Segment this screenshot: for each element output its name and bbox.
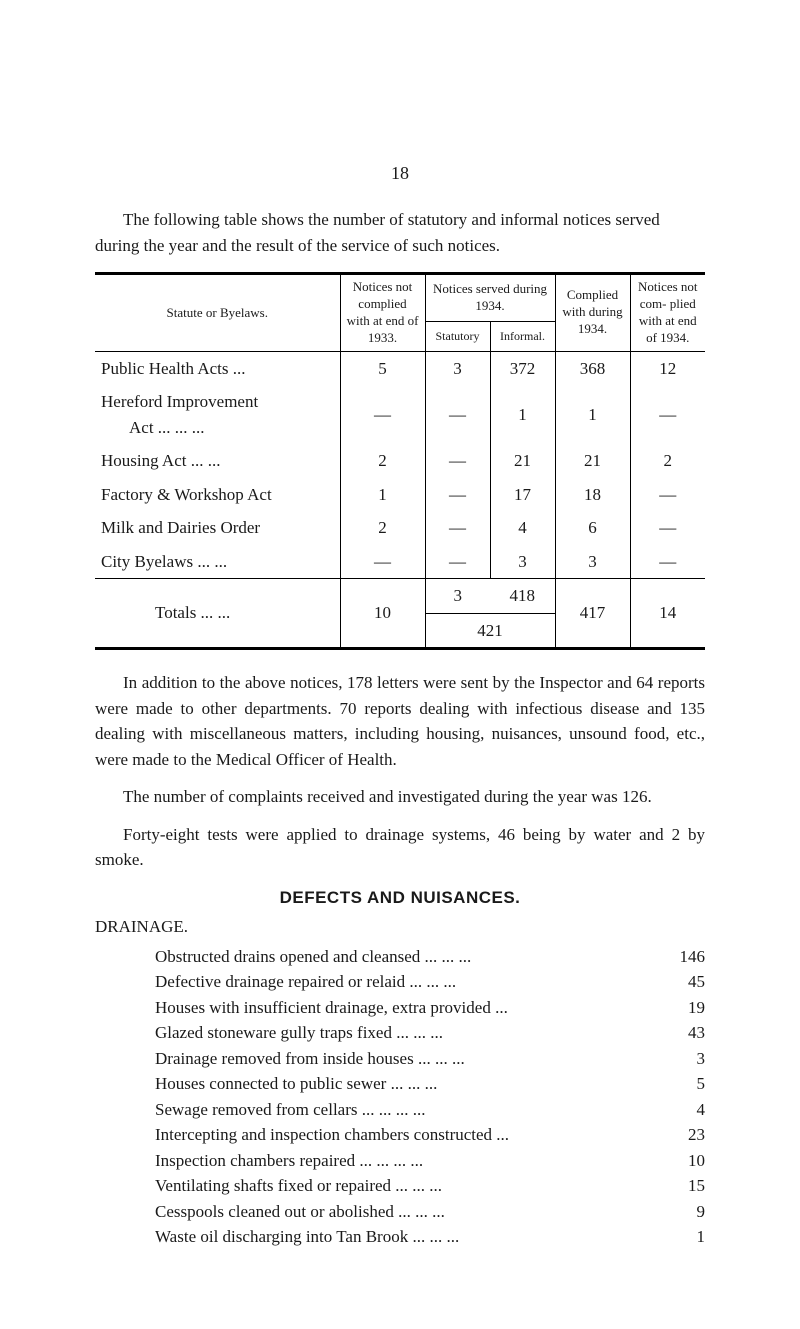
cell: — bbox=[630, 511, 705, 545]
list-item: Cesspools cleaned out or abolished ... .… bbox=[155, 1199, 705, 1225]
cell: 1 bbox=[555, 385, 630, 444]
totals-c4: 417 bbox=[555, 579, 630, 649]
row-label: Public Health Acts ... bbox=[95, 351, 340, 385]
cell: 3 bbox=[425, 351, 490, 385]
cell: 1 bbox=[490, 385, 555, 444]
cell: 1 bbox=[340, 478, 425, 512]
defect-label: Obstructed drains opened and cleansed ..… bbox=[155, 944, 655, 970]
defect-label: Houses with insufficient drainage, extra… bbox=[155, 995, 655, 1021]
cell: 2 bbox=[340, 444, 425, 478]
defect-value: 23 bbox=[655, 1122, 705, 1148]
cell: — bbox=[340, 385, 425, 444]
intro-paragraph: The following table shows the number of … bbox=[95, 207, 705, 258]
list-item: Drainage removed from inside houses ... … bbox=[155, 1046, 705, 1072]
cell: 21 bbox=[490, 444, 555, 478]
defect-value: 19 bbox=[655, 995, 705, 1021]
defect-label: Intercepting and inspection chambers con… bbox=[155, 1122, 655, 1148]
section-title: DEFECTS AND NUISANCES. bbox=[95, 885, 705, 911]
defect-label: Glazed stoneware gully traps fixed ... .… bbox=[155, 1020, 655, 1046]
row-label: Milk and Dairies Order bbox=[95, 511, 340, 545]
cell: 2 bbox=[340, 511, 425, 545]
totals-c2-top: 3 bbox=[425, 579, 490, 614]
cell: 3 bbox=[555, 545, 630, 579]
drainage-label: DRAINAGE. bbox=[95, 914, 705, 940]
totals-label: Totals ... ... bbox=[95, 579, 340, 649]
defect-value: 10 bbox=[655, 1148, 705, 1174]
header-informal: Informal. bbox=[490, 321, 555, 351]
header-notcomplied-end: Notices not com- plied with at end of 19… bbox=[630, 274, 705, 352]
cell: — bbox=[340, 545, 425, 579]
defect-value: 146 bbox=[655, 944, 705, 970]
defects-list: Obstructed drains opened and cleansed ..… bbox=[95, 944, 705, 1250]
defect-label: Defective drainage repaired or relaid ..… bbox=[155, 969, 655, 995]
cell: — bbox=[630, 478, 705, 512]
header-statute: Statute or Byelaws. bbox=[95, 274, 340, 352]
defect-value: 1 bbox=[655, 1224, 705, 1250]
list-item: Houses connected to public sewer ... ...… bbox=[155, 1071, 705, 1097]
cell: — bbox=[425, 478, 490, 512]
cell: 5 bbox=[340, 351, 425, 385]
list-item: Obstructed drains opened and cleansed ..… bbox=[155, 944, 705, 970]
notices-table: Statute or Byelaws. Notices not complied… bbox=[95, 272, 705, 650]
list-item: Defective drainage repaired or relaid ..… bbox=[155, 969, 705, 995]
list-item: Glazed stoneware gully traps fixed ... .… bbox=[155, 1020, 705, 1046]
defect-label: Sewage removed from cellars ... ... ... … bbox=[155, 1097, 655, 1123]
page-number: 18 bbox=[95, 160, 705, 187]
list-item: Sewage removed from cellars ... ... ... … bbox=[155, 1097, 705, 1123]
defect-label: Inspection chambers repaired ... ... ...… bbox=[155, 1148, 655, 1174]
cell: 368 bbox=[555, 351, 630, 385]
cell: 6 bbox=[555, 511, 630, 545]
defect-value: 9 bbox=[655, 1199, 705, 1225]
cell: 2 bbox=[630, 444, 705, 478]
cell: — bbox=[425, 511, 490, 545]
cell: — bbox=[630, 545, 705, 579]
header-statutory: Statutory bbox=[425, 321, 490, 351]
row-label-line1: Hereford Improvement bbox=[101, 392, 258, 411]
defect-value: 4 bbox=[655, 1097, 705, 1123]
defect-label: Houses connected to public sewer ... ...… bbox=[155, 1071, 655, 1097]
totals-c5: 14 bbox=[630, 579, 705, 649]
cell: 4 bbox=[490, 511, 555, 545]
list-item: Intercepting and inspection chambers con… bbox=[155, 1122, 705, 1148]
cell: 17 bbox=[490, 478, 555, 512]
list-item: Houses with insufficient drainage, extra… bbox=[155, 995, 705, 1021]
row-label: Factory & Workshop Act bbox=[95, 478, 340, 512]
paragraph-1: In addition to the above notices, 178 le… bbox=[95, 670, 705, 772]
list-item: Inspection chambers repaired ... ... ...… bbox=[155, 1148, 705, 1174]
defect-label: Ventilating shafts fixed or repaired ...… bbox=[155, 1173, 655, 1199]
header-served: Notices served during 1934. bbox=[425, 274, 555, 322]
defect-value: 43 bbox=[655, 1020, 705, 1046]
paragraph-2: The number of complaints received and in… bbox=[95, 784, 705, 810]
list-item: Waste oil discharging into Tan Brook ...… bbox=[155, 1224, 705, 1250]
totals-c3-top: 418 bbox=[490, 579, 555, 614]
row-label: Hereford Improvement Act ... ... ... bbox=[95, 385, 340, 444]
defect-value: 15 bbox=[655, 1173, 705, 1199]
paragraph-3: Forty-eight tests were applied to draina… bbox=[95, 822, 705, 873]
list-item: Ventilating shafts fixed or repaired ...… bbox=[155, 1173, 705, 1199]
totals-c23-bottom: 421 bbox=[425, 613, 555, 649]
row-label-line2: Act ... ... ... bbox=[101, 418, 205, 437]
cell: 372 bbox=[490, 351, 555, 385]
cell: 21 bbox=[555, 444, 630, 478]
row-label: Housing Act ... ... bbox=[95, 444, 340, 478]
cell: — bbox=[425, 444, 490, 478]
defect-value: 3 bbox=[655, 1046, 705, 1072]
defect-label: Waste oil discharging into Tan Brook ...… bbox=[155, 1224, 655, 1250]
cell: — bbox=[425, 385, 490, 444]
defect-value: 45 bbox=[655, 969, 705, 995]
defect-value: 5 bbox=[655, 1071, 705, 1097]
cell: 12 bbox=[630, 351, 705, 385]
totals-c1: 10 bbox=[340, 579, 425, 649]
cell: 3 bbox=[490, 545, 555, 579]
defect-label: Drainage removed from inside houses ... … bbox=[155, 1046, 655, 1072]
header-complied: Complied with during 1934. bbox=[555, 274, 630, 352]
cell: — bbox=[425, 545, 490, 579]
cell: — bbox=[630, 385, 705, 444]
row-label: City Byelaws ... ... bbox=[95, 545, 340, 579]
header-not-complied: Notices not complied with at end of 1933… bbox=[340, 274, 425, 352]
cell: 18 bbox=[555, 478, 630, 512]
defect-label: Cesspools cleaned out or abolished ... .… bbox=[155, 1199, 655, 1225]
